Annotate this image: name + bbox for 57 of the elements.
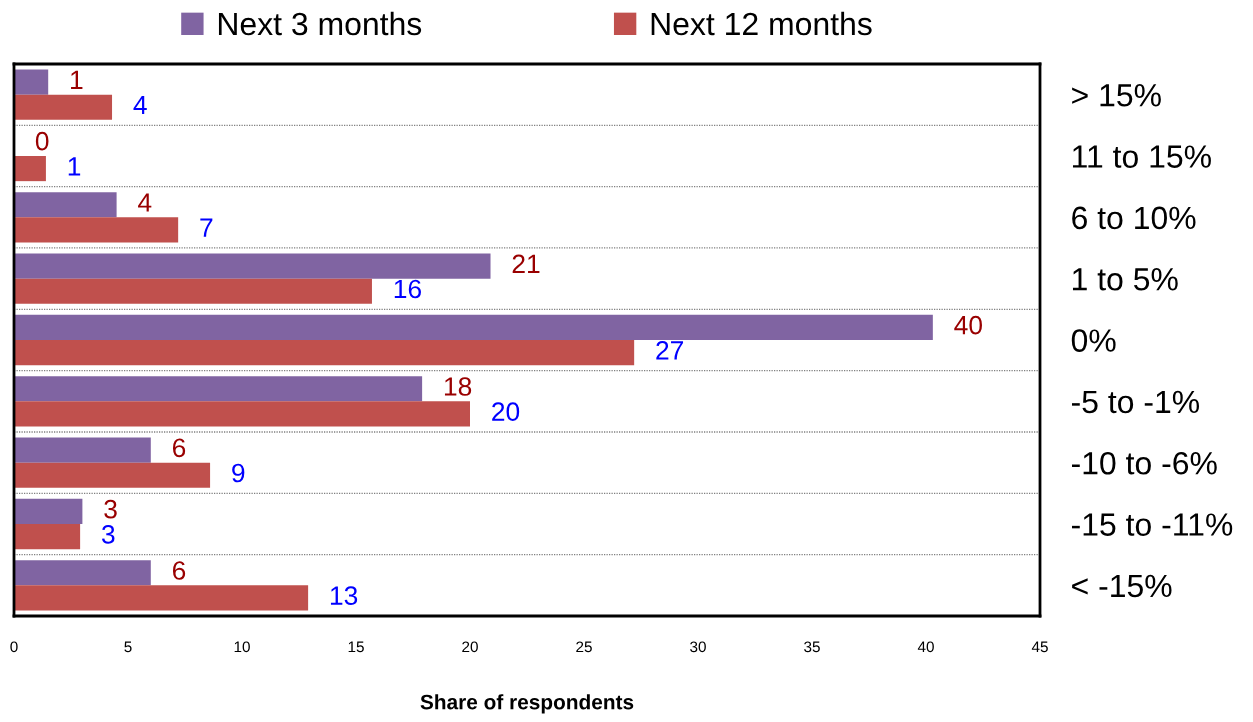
x-tick-label: 5 [124, 641, 132, 653]
legend-label: Next 3 months [218, 11, 422, 36]
bar [14, 401, 470, 427]
x-tick-label: 40 [917, 641, 934, 653]
bar [14, 585, 309, 611]
x-tick-label: 45 [1031, 641, 1048, 653]
bar [14, 314, 933, 340]
bar [14, 156, 46, 182]
data-label: 1 [71, 70, 83, 89]
x-axis-title: Share of respondents [420, 694, 634, 714]
data-label: 6 [172, 561, 186, 580]
data-label: 16 [394, 279, 421, 299]
x-tick-label: 25 [576, 641, 592, 653]
bar [14, 340, 635, 366]
x-tick-label: 20 [462, 641, 478, 653]
data-label: 0 [35, 131, 49, 151]
bar [14, 462, 211, 488]
data-label: 3 [101, 524, 115, 544]
data-label: 7 [200, 218, 213, 237]
x-tick-label: 35 [804, 641, 820, 653]
y-tick-label: > 15% [1072, 84, 1161, 107]
y-tick-label: < -15% [1072, 574, 1172, 598]
legend-label: Next 12 months [651, 11, 872, 36]
y-tick-label: 6 to 10% [1072, 206, 1196, 230]
data-label: 27 [656, 340, 684, 360]
data-label: 1 [68, 157, 81, 176]
data-label: 4 [133, 95, 147, 115]
bar [14, 253, 491, 279]
bar [14, 94, 113, 120]
y-tick-label: 0% [1071, 329, 1116, 352]
bar [14, 217, 179, 243]
y-tick-label: 11 to 15% [1072, 145, 1211, 168]
x-tick-label: 10 [234, 641, 250, 653]
y-tick-label: -10 to -6% [1071, 451, 1217, 475]
bar [14, 192, 117, 218]
data-label: 18 [444, 377, 472, 396]
bar [14, 69, 49, 95]
data-label: 20 [492, 402, 520, 421]
bar [14, 524, 81, 550]
data-label: 9 [232, 463, 245, 483]
bar [14, 376, 423, 402]
bar [14, 278, 372, 304]
x-tick-label: 0 [10, 641, 18, 653]
y-tick-label: -15 to -11% [1071, 513, 1233, 536]
bar [14, 560, 151, 586]
x-tick-label: 30 [690, 641, 706, 653]
bar [14, 498, 83, 524]
data-label: 40 [954, 315, 982, 335]
y-tick-label: 1 to 5% [1072, 268, 1178, 291]
data-label: 4 [138, 193, 152, 212]
data-label: 3 [104, 499, 117, 519]
y-tick-label: -5 to -1% [1071, 390, 1200, 414]
data-label: 6 [172, 438, 186, 458]
data-label: 21 [512, 254, 540, 273]
bar [14, 437, 151, 463]
data-label: 13 [330, 586, 358, 605]
x-tick-label: 15 [348, 641, 364, 653]
